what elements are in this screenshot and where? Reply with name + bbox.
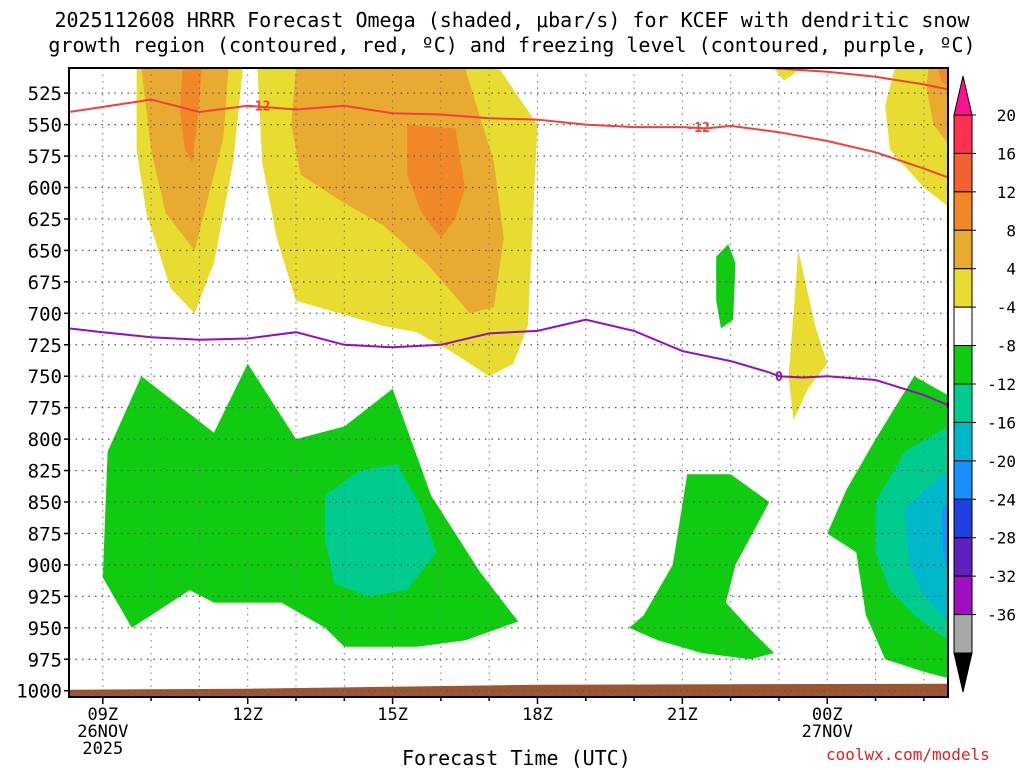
ytick-label-925: 925 — [28, 586, 62, 608]
colorbar-bottom-arrow — [953, 652, 973, 693]
colorbar-swatch-11 — [953, 537, 973, 577]
dgz-label-1: -12 — [686, 121, 709, 136]
ytick-label-800: 800 — [28, 429, 62, 451]
omega-region-orange-4 — [180, 68, 202, 163]
colorbar-swatch-4 — [953, 268, 973, 308]
colorbar-label-10: -24 — [987, 490, 1016, 509]
ytick-label-525: 525 — [28, 83, 62, 105]
chart-title-line1: 2025112608 HRRR Forecast Omega (shaded, … — [54, 8, 970, 32]
ytick-label-875: 875 — [28, 523, 62, 545]
colorbar-label-4: 4 — [1006, 260, 1016, 279]
ytick-label-950: 950 — [28, 618, 62, 640]
dgz-upper-contour — [769, 68, 948, 91]
colorbar-label-2: 12 — [997, 183, 1016, 202]
omega-region-teal-13 — [325, 464, 437, 597]
colorbar-label-3: 8 — [1006, 221, 1016, 240]
omega-region-blue-18 — [942, 504, 948, 572]
chart-title-line2: growth region (contoured, red, ºC) and f… — [48, 33, 976, 57]
ytick-label-550: 550 — [28, 115, 62, 137]
xtick-label-9-2: 2025 — [82, 739, 123, 759]
ytick-label-1000: 1000 — [16, 681, 62, 703]
plot-area: -12 -12 0 — [69, 68, 948, 697]
ytick-label-900: 900 — [28, 555, 62, 577]
xtick-label-21-0: 21Z — [667, 705, 698, 725]
ground-surface — [69, 683, 948, 697]
xtick-label-18-0: 18Z — [522, 705, 553, 725]
colorbar-label-13: -36 — [987, 606, 1016, 625]
colorbar-label-11: -28 — [987, 529, 1016, 548]
colorbar-label-8: -16 — [987, 413, 1016, 432]
omega-region-green-14 — [629, 474, 775, 660]
ytick-label-825: 825 — [28, 461, 62, 483]
dgz-minus12-contour — [69, 98, 948, 179]
ytick-label-650: 650 — [28, 240, 62, 262]
xtick-label-12-0: 12Z — [232, 705, 263, 725]
colorbar-label-7: -12 — [987, 375, 1016, 394]
colorbar-swatch-13 — [953, 614, 973, 654]
ytick-label-600: 600 — [28, 178, 62, 200]
colorbar-swatch-3 — [953, 229, 973, 270]
ytick-label-775: 775 — [28, 398, 62, 420]
omega-region-cyan-17 — [904, 470, 948, 622]
omega-region-gold-2 — [141, 68, 229, 251]
colorbar-swatch-5 — [953, 306, 973, 347]
ytick-label-625: 625 — [28, 209, 62, 231]
xtick-label-15-0: 15Z — [377, 705, 408, 725]
ytick-label-675: 675 — [28, 272, 62, 294]
colorbar-swatch-10 — [953, 498, 973, 539]
ytick-label-725: 725 — [28, 335, 62, 357]
colorbar-swatch-1 — [953, 152, 973, 193]
credit-link[interactable]: coolwx.com/models — [826, 745, 990, 764]
omega-region-orange-10 — [938, 68, 948, 87]
colorbar-top-arrow — [953, 75, 973, 116]
ytick-label-750: 750 — [28, 366, 62, 388]
xtick-label-9-1: 26NOV — [77, 722, 128, 742]
colorbar-swatch-0 — [953, 114, 973, 154]
colorbar-swatch-2 — [953, 191, 973, 231]
colorbar-swatch-12 — [953, 575, 973, 616]
ytick-label-700: 700 — [28, 303, 62, 325]
xtick-label-9-0: 09Z — [87, 705, 118, 725]
colorbar-label-12: -32 — [987, 567, 1016, 586]
freezing-level-contour — [69, 318, 948, 407]
colorbar-label-0: 20 — [997, 106, 1016, 125]
colorbar-label-1: 16 — [997, 144, 1016, 163]
omega-region-green-11 — [716, 244, 736, 329]
x-axis-label: Forecast Time (UTC) — [402, 746, 631, 770]
omega-region-orange-5 — [407, 124, 465, 238]
ytick-label-575: 575 — [28, 146, 62, 168]
plot-frame — [68, 67, 949, 698]
dgz-label-0: -12 — [247, 100, 270, 115]
colorbar-swatch-8 — [953, 421, 973, 462]
colorbar-swatch-9 — [953, 460, 973, 500]
colorbar-swatch-6 — [953, 345, 973, 385]
ytick-label-850: 850 — [28, 492, 62, 514]
colorbar-label-6: -8 — [997, 337, 1016, 356]
omega-region-yellow-6 — [774, 68, 799, 81]
xtick-label-24-0: 00Z — [812, 705, 843, 725]
colorbar-label-5: -4 — [997, 298, 1016, 317]
ytick-label-975: 975 — [28, 649, 62, 671]
colorbar-label-9: -20 — [987, 452, 1016, 471]
freezing-label-0: 0 — [775, 370, 783, 385]
colorbar-swatch-7 — [953, 383, 973, 423]
xtick-label-24-1: 27NOV — [802, 722, 853, 742]
